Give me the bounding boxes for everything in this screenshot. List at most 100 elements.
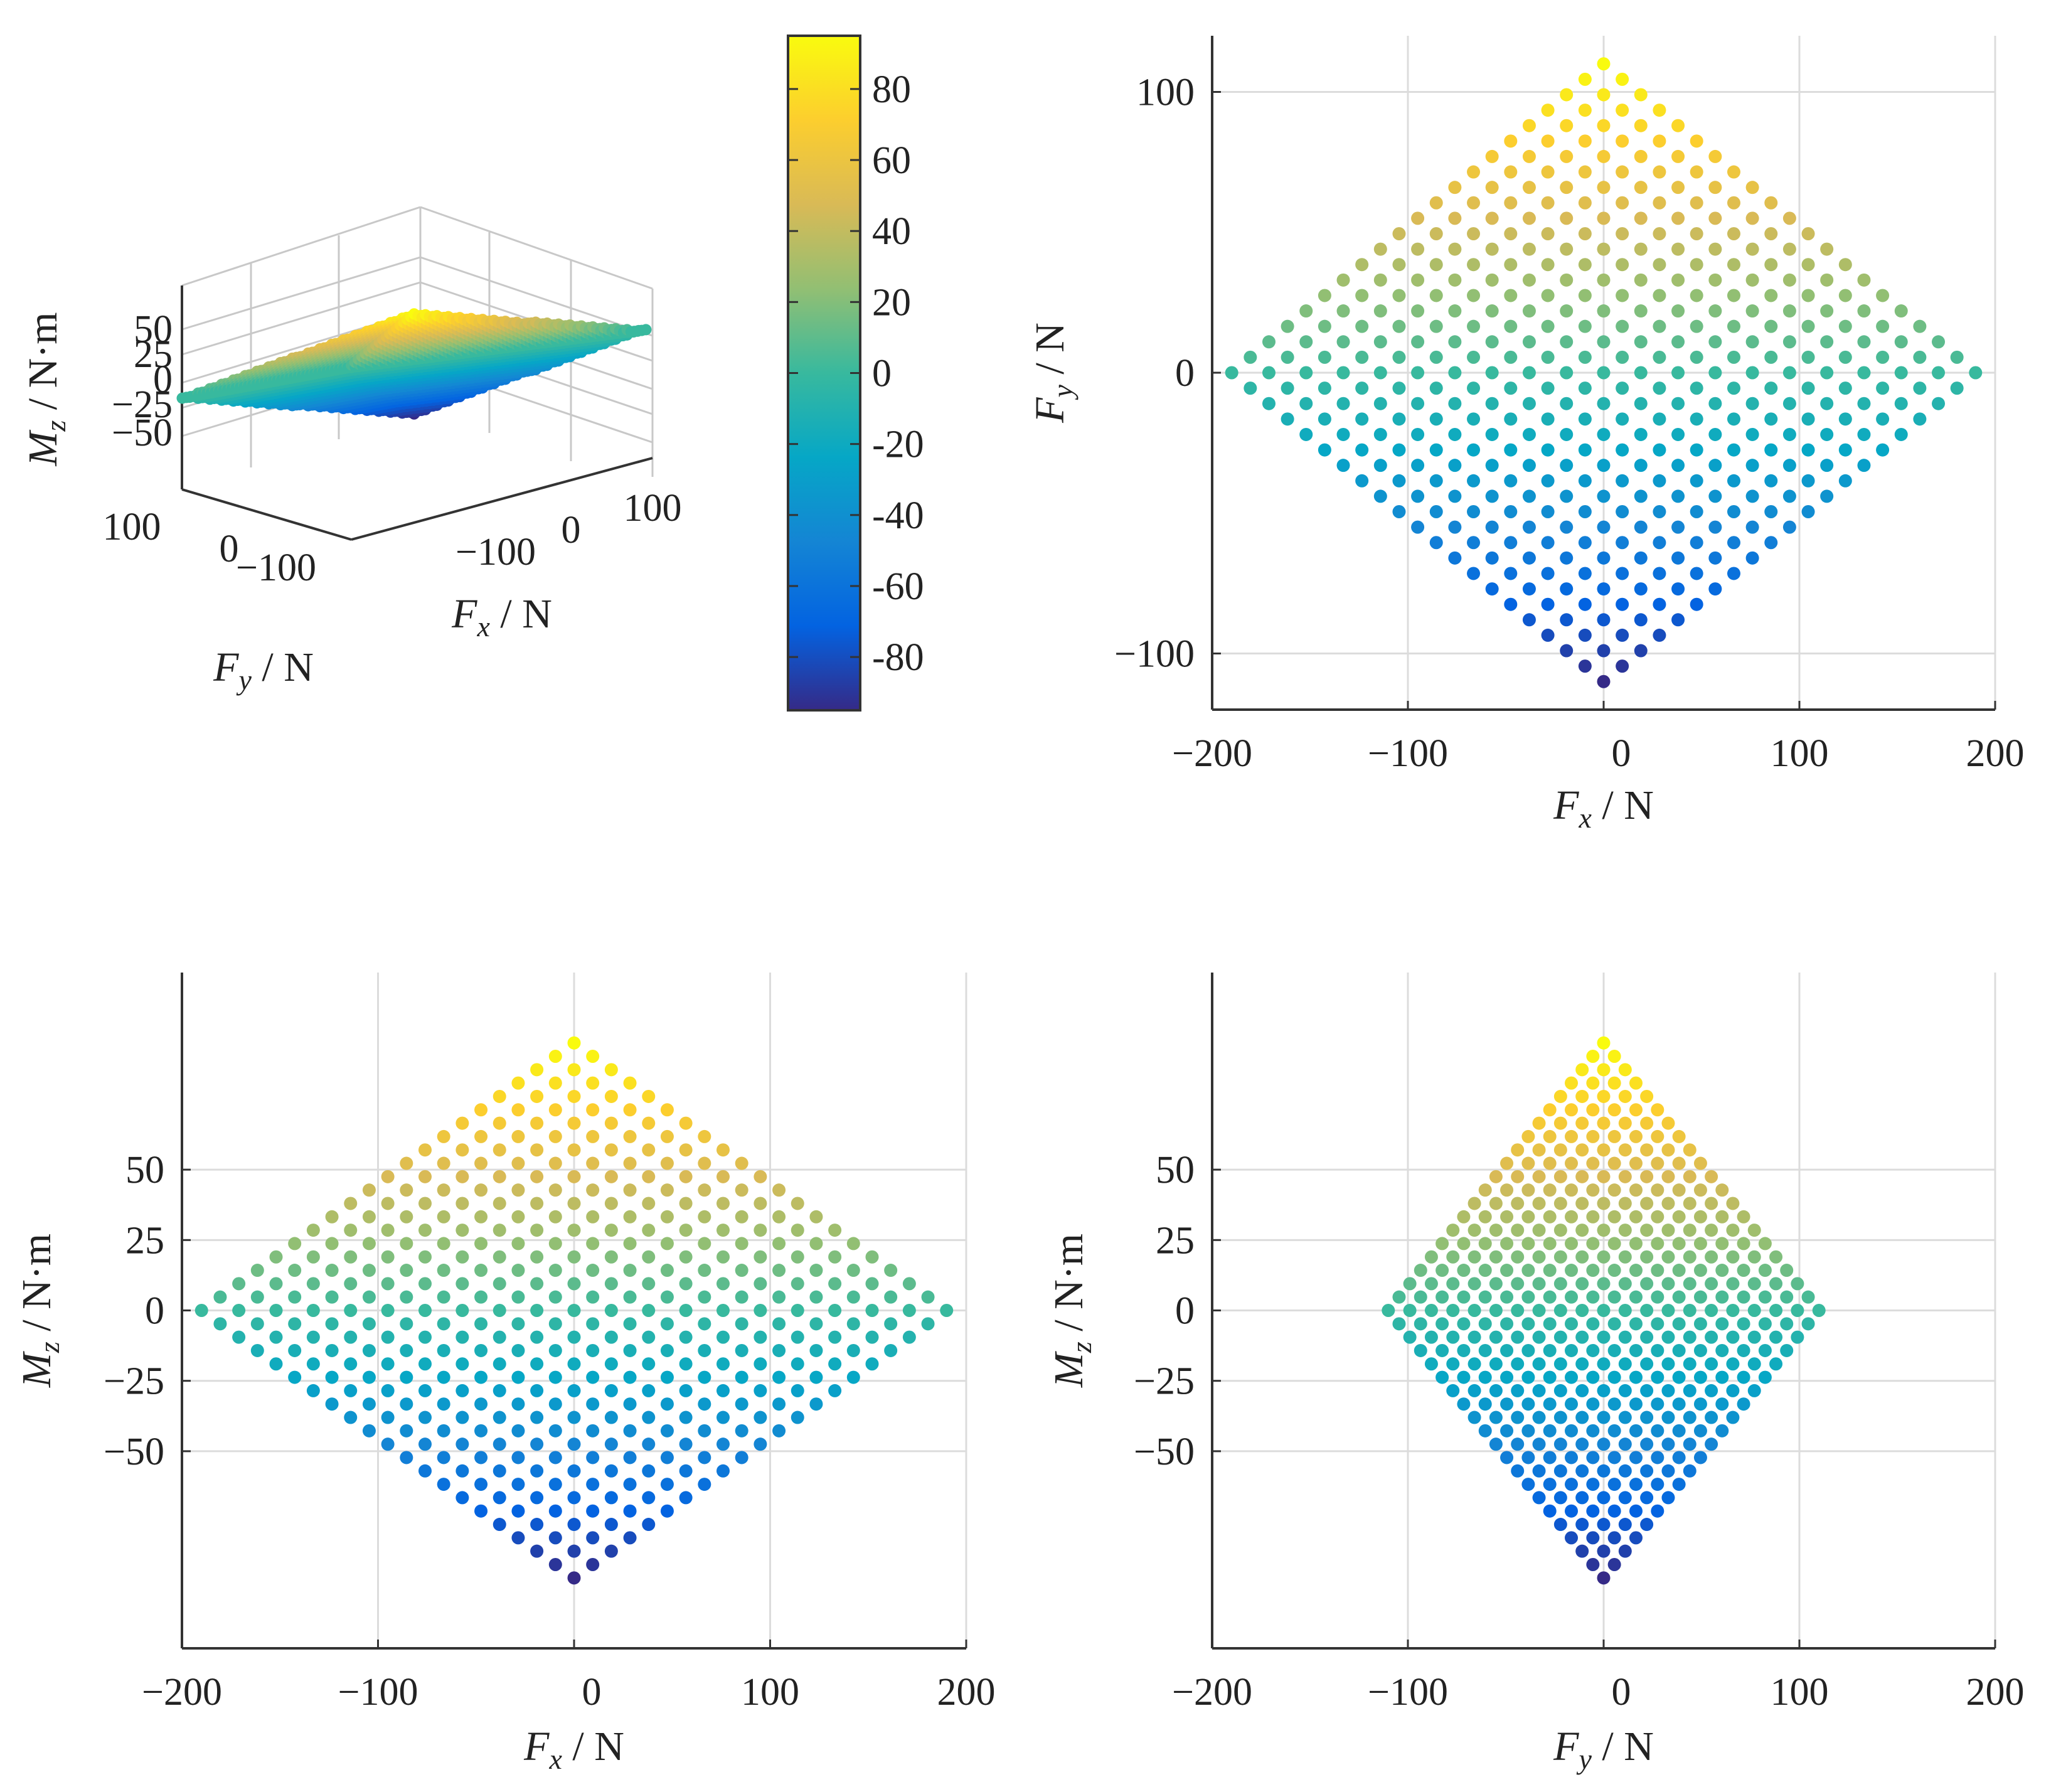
data-point xyxy=(1708,552,1722,565)
data-point xyxy=(1671,150,1685,163)
data-point xyxy=(1467,320,1480,333)
data-point xyxy=(1523,274,1536,287)
data-point xyxy=(1764,381,1777,395)
data-point xyxy=(195,1304,208,1317)
data-point xyxy=(1318,381,1331,395)
data-point xyxy=(1579,536,1592,549)
data-point xyxy=(1542,351,1555,364)
data-point xyxy=(1857,274,1870,287)
data-point xyxy=(1653,227,1666,240)
data-point xyxy=(1820,366,1833,380)
data-point xyxy=(1597,335,1611,348)
data-point xyxy=(1448,211,1461,225)
data-point xyxy=(1579,196,1592,210)
data-point xyxy=(1690,227,1703,240)
data-point xyxy=(1448,181,1461,194)
surface3d-xtick-labels: −100 0 100 xyxy=(455,487,681,573)
data-point xyxy=(1802,412,1815,425)
surface3d-ytick-label: 100 xyxy=(103,506,161,548)
data-point xyxy=(1708,459,1722,472)
data-point xyxy=(1523,119,1536,132)
data-point xyxy=(1244,351,1257,364)
data-point xyxy=(1616,505,1629,518)
data-point xyxy=(1262,397,1276,410)
data-point xyxy=(232,1277,245,1290)
data-point xyxy=(1579,227,1592,240)
data-point xyxy=(1281,351,1294,364)
data-point xyxy=(1579,598,1592,611)
data-point xyxy=(1448,552,1461,565)
data-point xyxy=(1430,444,1443,457)
data-point xyxy=(1616,289,1629,302)
data-point xyxy=(1653,536,1666,549)
data-point xyxy=(1876,289,1889,302)
data-point xyxy=(1690,412,1703,425)
data-point xyxy=(1560,552,1573,565)
colorbar-tick-label: -60 xyxy=(872,565,924,608)
colorbar-tick-label: 20 xyxy=(872,281,911,324)
data-point xyxy=(1504,196,1517,210)
colorbar-tick-label: -80 xyxy=(872,636,924,679)
data-point xyxy=(307,1304,320,1317)
data-point xyxy=(1913,412,1926,425)
data-point xyxy=(1708,274,1722,287)
data-point xyxy=(1820,335,1833,348)
data-point xyxy=(1634,397,1648,410)
data-point xyxy=(1727,505,1740,518)
data-point xyxy=(1708,335,1722,348)
data-point xyxy=(1616,104,1629,117)
data-point xyxy=(1653,444,1666,457)
data-point xyxy=(1746,521,1759,534)
data-point xyxy=(1783,397,1796,410)
data-point xyxy=(288,1237,301,1250)
data-point xyxy=(1392,412,1405,425)
data-point xyxy=(1318,444,1331,457)
data-point xyxy=(326,1291,339,1304)
data-point xyxy=(1616,320,1629,333)
data-point xyxy=(1616,134,1629,147)
data-point xyxy=(288,1264,301,1277)
data-point xyxy=(1634,304,1648,317)
data-point xyxy=(1374,366,1387,380)
data-point xyxy=(1579,166,1592,179)
data-point xyxy=(1504,412,1517,425)
data-point xyxy=(1299,335,1313,348)
data-point xyxy=(1727,474,1740,488)
data-point xyxy=(1616,536,1629,549)
data-point xyxy=(307,1224,320,1237)
data-point xyxy=(1542,289,1555,302)
surface3d-ytick-label: −100 xyxy=(236,547,316,589)
data-point xyxy=(1560,243,1573,256)
data-point xyxy=(1932,366,1945,380)
data-point xyxy=(1523,489,1536,503)
data-point xyxy=(1374,243,1387,256)
data-point xyxy=(1579,474,1592,488)
data-point xyxy=(1467,444,1480,457)
surface3d-zlabel: Mz / N·m xyxy=(20,312,72,466)
data-point xyxy=(1262,335,1276,348)
data-point xyxy=(1411,521,1424,534)
colorbar-tick-label: 60 xyxy=(872,139,911,182)
data-point xyxy=(1504,474,1517,488)
data-point xyxy=(1671,274,1685,287)
data-point xyxy=(1299,366,1313,380)
data-point xyxy=(1857,397,1870,410)
data-point xyxy=(1430,412,1443,425)
data-point xyxy=(1616,412,1629,425)
data-point xyxy=(270,1357,283,1370)
data-point xyxy=(1857,304,1870,317)
data-point xyxy=(1374,304,1387,317)
data-point xyxy=(1560,304,1573,317)
data-point xyxy=(1560,366,1573,380)
data-point xyxy=(1486,274,1499,287)
data-point xyxy=(1783,243,1796,256)
data-point xyxy=(1634,366,1648,380)
data-point xyxy=(1653,474,1666,488)
data-point xyxy=(1448,428,1461,441)
data-point xyxy=(1523,428,1536,441)
data-point xyxy=(1653,351,1666,364)
data-point xyxy=(1579,444,1592,457)
data-point xyxy=(344,1357,357,1370)
data-point xyxy=(1467,351,1480,364)
